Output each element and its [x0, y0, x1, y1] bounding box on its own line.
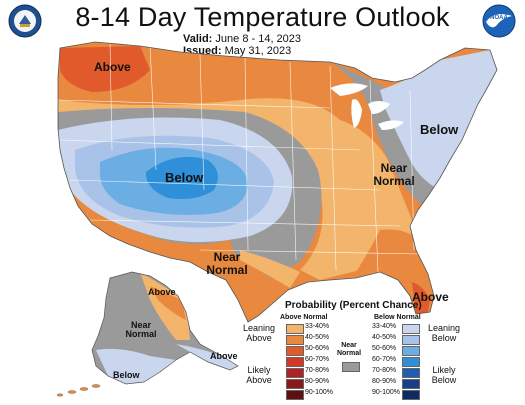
legend-below-bin-label: 60-70% — [372, 356, 397, 363]
legend-above-bin-swatch — [286, 357, 304, 367]
legend-near-normal-swatch — [342, 362, 360, 372]
legend-below-bin-swatch — [402, 324, 420, 334]
legend-above-bin-label: 33-40% — [305, 323, 330, 330]
legend-below-bin-swatch — [402, 357, 420, 367]
valid-value: June 8 - 14, 2023 — [215, 33, 302, 45]
great-lakes — [330, 83, 404, 130]
label-below-west: Below — [165, 170, 204, 185]
legend-above-bin-label: 90-100% — [305, 389, 334, 396]
legend-above-bin-label: 60-70% — [305, 356, 330, 363]
legend-below-bin-swatch — [402, 379, 420, 389]
probability-legend: Probability (Percent Chance) Above Norma… — [240, 300, 525, 405]
issued-date: Issued: May 31, 2023 — [183, 45, 291, 57]
label-above-alaska: Above — [148, 287, 176, 297]
label-near-normal-southwest: Near Normal — [206, 250, 248, 277]
valid-label: Valid: — [183, 33, 213, 45]
legend-below-bin-label: 40-50% — [372, 334, 397, 341]
noaa-logo-icon: NOAA — [482, 4, 516, 38]
issued-value: May 31, 2023 — [224, 45, 292, 57]
legend-below-bin-label: 50-60% — [372, 345, 397, 352]
legend-below-bin-label: 33-40% — [372, 323, 397, 330]
legend-above-bin-label: 70-80% — [305, 367, 330, 374]
label-above-florida: Above — [412, 290, 449, 304]
label-above-aleutians: Above — [210, 351, 238, 361]
legend-above-bin-swatch — [286, 324, 304, 334]
legend-above-bin-swatch — [286, 368, 304, 378]
legend-below-bin-label: 90-100% — [372, 389, 401, 396]
label-near-normal-east: Near Normal — [373, 161, 415, 188]
alaska-outline — [91, 271, 239, 385]
label-below-northeast: Below — [420, 122, 459, 137]
legend-above-bin-label: 40-50% — [305, 334, 330, 341]
legend-leaning-below: Leaning Below — [427, 323, 461, 343]
legend-above-bin-swatch — [286, 335, 304, 345]
legend-above-bin-swatch — [286, 390, 304, 400]
noaa-logo-text: NOAA — [490, 15, 508, 21]
label-above-northwest: Above — [94, 60, 131, 74]
label-near-normal-alaska: Near Normal — [125, 320, 157, 340]
legend-above-bin-swatch — [286, 379, 304, 389]
legend-below-bin-label: 70-80% — [372, 367, 397, 374]
legend-likely-below: Likely Below — [431, 365, 457, 385]
valid-dates: Valid: June 8 - 14, 2023 — [183, 33, 301, 45]
legend-leaning-above: Leaning Above — [242, 323, 276, 343]
legend-below-bin-swatch — [402, 368, 420, 378]
legend-above-bin-label: 80-90% — [305, 378, 330, 385]
legend-above-header: Above Normal — [280, 314, 328, 321]
legend-below-bin-swatch — [402, 346, 420, 356]
legend-title: Probability (Percent Chance) — [285, 300, 422, 311]
legend-likely-above: Likely Above — [246, 365, 272, 385]
legend-above-bin-label: 50-60% — [305, 345, 330, 352]
aleutian-islands — [56, 384, 101, 397]
label-below-alaska-south: Below — [113, 370, 140, 380]
legend-above-bin-swatch — [286, 346, 304, 356]
page-title: 8-14 Day Temperature Outlook — [75, 2, 450, 32]
legend-near-normal: Near Normal — [336, 342, 362, 357]
legend-below-header: Below Normal — [374, 314, 421, 321]
conus-outline — [57, 41, 498, 323]
legend-below-bin-label: 80-90% — [372, 378, 397, 385]
legend-below-bin-swatch — [402, 335, 420, 345]
noaa-doc-seal-icon — [8, 4, 42, 38]
legend-below-bin-swatch — [402, 390, 420, 400]
